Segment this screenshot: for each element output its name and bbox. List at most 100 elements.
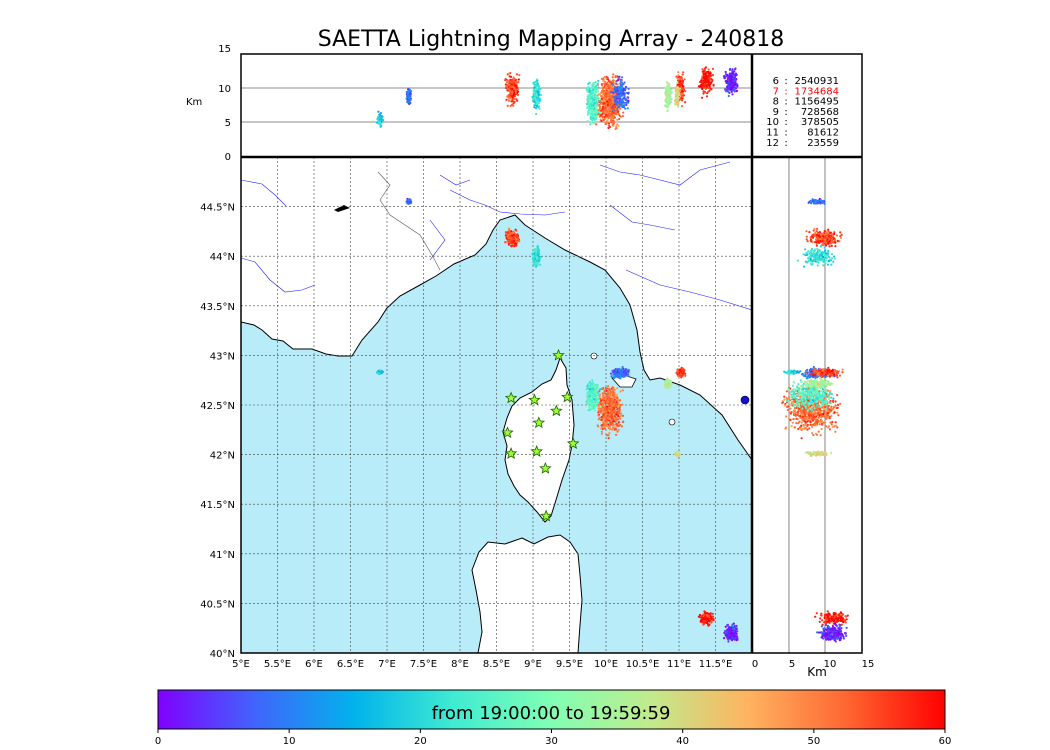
lightning-source-altitude — [619, 78, 622, 81]
lightning-source — [619, 390, 622, 393]
lightning-source — [610, 402, 613, 405]
lightning-source-altitude — [621, 88, 624, 91]
lightning-source-altitude — [678, 92, 681, 95]
lightning-source-altitude — [621, 76, 624, 79]
lightning-source — [607, 397, 610, 400]
lightning-source-altitude — [612, 115, 615, 118]
lightning-source — [515, 244, 518, 247]
lightning-source — [587, 402, 590, 405]
lightning-source — [615, 401, 618, 404]
lightning-source-altitude — [705, 95, 709, 98]
lightning-source — [606, 424, 609, 427]
lightning-source-altitude — [606, 119, 609, 122]
lightning-source — [586, 394, 589, 397]
lightning-source — [611, 417, 614, 420]
lightning-source — [612, 427, 615, 430]
lightning-source-altitude — [619, 101, 622, 104]
lightning-source-altitude — [618, 96, 622, 99]
lightning-source-altitude — [606, 103, 610, 107]
lightning-source-altitude — [623, 97, 626, 100]
lightning-source-altitude — [728, 68, 732, 71]
lightning-source — [586, 387, 589, 390]
lightning-source — [601, 392, 604, 395]
lightning-source-altitude — [620, 99, 623, 102]
lightning-source-altitude — [707, 68, 710, 71]
lightning-source — [607, 411, 610, 414]
lightning-source-altitude — [511, 99, 514, 102]
lightning-source-altitude — [735, 74, 738, 77]
lightning-source-altitude — [623, 92, 626, 95]
lightning-source-altitude — [610, 116, 613, 119]
lightning-source-altitude — [601, 105, 605, 108]
lightning-source-altitude — [534, 81, 538, 84]
lightning-source-altitude — [677, 71, 680, 74]
lightning-source-altitude — [589, 123, 592, 126]
lightning-source-altitude — [624, 98, 627, 101]
lightning-source-altitude — [728, 73, 732, 76]
lightning-source-altitude — [597, 96, 600, 99]
lightning-source-altitude — [731, 93, 734, 96]
lightning-source-altitude — [515, 81, 519, 84]
lightning-source-altitude — [682, 71, 685, 74]
lightning-source — [613, 405, 617, 408]
lightning-source — [537, 248, 540, 251]
lightning-source — [730, 638, 733, 641]
lightning-source-altitude — [619, 115, 623, 118]
lightning-source-altitude — [616, 123, 619, 126]
lightning-source-altitude — [627, 92, 630, 95]
lightning-source-altitude — [593, 113, 596, 116]
lightning-source-altitude — [516, 89, 519, 92]
lightning-source-altitude — [592, 104, 595, 107]
lightning-source — [505, 236, 508, 239]
lightning-source — [733, 635, 736, 638]
lightning-source — [612, 373, 615, 376]
lightning-source-altitude — [586, 105, 589, 108]
lightning-source — [592, 385, 595, 388]
lightning-source — [666, 382, 669, 385]
lightning-source-altitude — [615, 102, 618, 105]
lightning-source — [669, 380, 672, 383]
lightning-source-altitude — [701, 87, 704, 91]
lightning-source-altitude — [704, 77, 707, 80]
lightning-source — [707, 619, 711, 622]
map-lightning-points — [376, 197, 739, 643]
lightning-source-altitude — [707, 81, 710, 84]
lightning-source — [707, 617, 710, 620]
lightning-source-altitude — [724, 70, 727, 74]
lightning-source-altitude — [620, 94, 623, 97]
lightning-source-altitude — [506, 104, 509, 107]
lightning-source-altitude — [612, 104, 615, 108]
lightning-source — [735, 639, 738, 642]
lightning-source — [618, 372, 622, 375]
lightning-source-altitude — [378, 121, 382, 124]
lightning-source-altitude — [601, 84, 604, 87]
lightning-source-altitude — [591, 92, 595, 95]
lightning-source-altitude — [600, 114, 603, 117]
lightning-source — [667, 379, 670, 382]
lightning-source-altitude — [609, 81, 612, 84]
lightning-source — [515, 229, 518, 232]
lightning-source-altitude — [616, 108, 619, 111]
lightning-source-altitude — [506, 95, 509, 98]
lightning-source-altitude — [605, 83, 608, 86]
lightning-source-altitude — [607, 84, 610, 88]
lightning-source — [607, 385, 610, 388]
lightning-source — [603, 395, 606, 398]
lightning-source-altitude — [707, 90, 710, 93]
lightning-source-altitude — [607, 78, 610, 81]
lightning-source-altitude — [726, 81, 729, 84]
stat-separator: : — [784, 138, 787, 149]
lightning-source-altitude — [592, 111, 595, 114]
lightning-source — [596, 399, 599, 402]
lightning-source — [587, 399, 590, 402]
lightning-source-altitude — [515, 73, 519, 76]
stat-source-count: 378505 — [801, 117, 839, 128]
lightning-source — [613, 411, 616, 414]
lightning-source-altitude — [379, 116, 382, 119]
lightning-source — [724, 625, 727, 628]
lightning-source-altitude — [597, 90, 600, 93]
lightning-source-altitude — [702, 70, 705, 73]
lightning-source-altitude — [377, 110, 380, 113]
lightning-source-altitude — [511, 92, 514, 96]
lightning-source — [597, 414, 600, 417]
